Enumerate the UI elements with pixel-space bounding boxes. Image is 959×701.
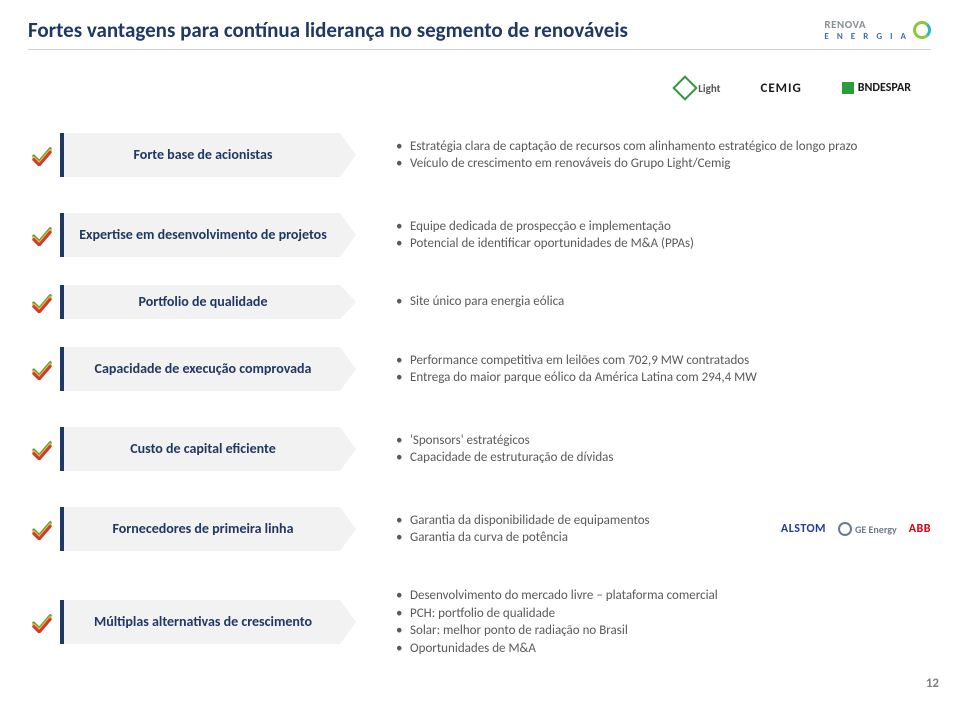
page-number: 12 bbox=[926, 676, 939, 691]
check-cell bbox=[28, 200, 56, 270]
ge-ring-icon bbox=[838, 522, 852, 536]
bullet-item: 'Sponsors' estratégicos bbox=[396, 432, 931, 450]
logo-bndes-label: BNDESPAR bbox=[858, 81, 911, 95]
bullet-list: Estratégia clara de captação de recursos… bbox=[396, 138, 931, 173]
desc-cell: Garantia da disponibilidade de equipamen… bbox=[360, 494, 931, 564]
bullet-list: Performance competitiva em leilões com 7… bbox=[396, 352, 931, 387]
check-cell bbox=[28, 414, 56, 484]
tag-label: Forte base de acionistas bbox=[60, 133, 340, 177]
bullet-list: 'Sponsors' estratégicosCapacidade de est… bbox=[396, 432, 931, 467]
tag-cell: Custo de capital eficiente bbox=[60, 414, 360, 484]
bullet-item: Performance competitiva em leilões com 7… bbox=[396, 352, 931, 370]
tag-label: Portfolio de qualidade bbox=[60, 285, 340, 319]
check-cell bbox=[28, 120, 56, 190]
bullet-item: Veículo de crescimento em renováveis do … bbox=[396, 155, 931, 173]
checkmark-icon bbox=[31, 438, 53, 460]
tag-label: Custo de capital eficiente bbox=[60, 427, 340, 471]
bullet-item: Solar: melhor ponto de radiação no Brasi… bbox=[396, 622, 931, 640]
check-cell bbox=[28, 574, 56, 670]
checkmark-icon bbox=[31, 358, 53, 380]
advantage-row: Múltiplas alternativas de crescimento Des… bbox=[28, 574, 931, 670]
tag-cell: Múltiplas alternativas de crescimento bbox=[60, 574, 360, 670]
desc-cell: Performance competitiva em leilões com 7… bbox=[360, 334, 931, 404]
tag-cell: Expertise em desenvolvimento de projetos bbox=[60, 200, 360, 270]
logo-light: Light bbox=[676, 79, 720, 97]
logo-abb: ABB bbox=[909, 522, 931, 536]
check-cell bbox=[28, 494, 56, 564]
tag-label: Capacidade de execução comprovada bbox=[60, 347, 340, 391]
tag-cell: Fornecedores de primeira linha bbox=[60, 494, 360, 564]
checkmark-icon bbox=[31, 224, 53, 246]
advantage-row: Fornecedores de primeira linha Garantia d… bbox=[28, 494, 931, 564]
logo-light-label: Light bbox=[698, 82, 720, 95]
desc-cell: Desenvolvimento do mercado livre – plata… bbox=[360, 574, 931, 670]
logo-ge: GE Energy bbox=[838, 522, 897, 536]
check-cell bbox=[28, 280, 56, 324]
check-cell bbox=[28, 334, 56, 404]
bullet-item: Equipe dedicada de prospecção e implemen… bbox=[396, 218, 931, 236]
bullet-list: Site único para energia eólica bbox=[396, 293, 931, 311]
logo-cemig: CEMIG bbox=[760, 81, 801, 96]
bullet-item: Capacidade de estruturação de dívidas bbox=[396, 449, 931, 467]
desc-cell: Equipe dedicada de prospecção e implemen… bbox=[360, 200, 931, 270]
advantage-row: Expertise em desenvolvimento de projetos… bbox=[28, 200, 931, 270]
advantage-row: Forte base de acionistas Estratégia clara… bbox=[28, 120, 931, 190]
logo-bndes: BNDESPAR bbox=[842, 81, 911, 95]
tag-label: Expertise em desenvolvimento de projetos bbox=[60, 213, 340, 257]
brand-sub: E N E R G I A bbox=[824, 31, 909, 42]
bullet-item: Desenvolvimento do mercado livre – plata… bbox=[396, 587, 931, 605]
logo-alstom: ALSTOM bbox=[781, 522, 826, 536]
brand-name: RENOVA bbox=[824, 18, 866, 31]
checkmark-icon bbox=[31, 518, 53, 540]
tag-cell: Capacidade de execução comprovada bbox=[60, 334, 360, 404]
slide: Fortes vantagens para contínua liderança… bbox=[0, 0, 959, 701]
desc-cell: 'Sponsors' estratégicosCapacidade de est… bbox=[360, 414, 931, 484]
bullet-item: Site único para energia eólica bbox=[396, 293, 931, 311]
brand-logo: RENOVA E N E R G I A bbox=[824, 18, 931, 42]
checkmark-icon bbox=[31, 144, 53, 166]
light-diamond-icon bbox=[673, 75, 698, 100]
page-title: Fortes vantagens para contínua liderança… bbox=[28, 18, 628, 43]
bullet-item: Potencial de identificar oportunidades d… bbox=[396, 235, 931, 253]
desc-cell: Site único para energia eólica bbox=[360, 280, 931, 324]
checkmark-icon bbox=[31, 611, 53, 633]
rows-container: Forte base de acionistas Estratégia clara… bbox=[28, 120, 931, 680]
advantage-row: Custo de capital eficiente 'Sponsors' est… bbox=[28, 414, 931, 484]
bndes-square-icon bbox=[842, 82, 854, 94]
checkmark-icon bbox=[31, 291, 53, 313]
partner-logos: ALSTOM GE Energy ABB bbox=[781, 522, 931, 536]
advantage-row: Capacidade de execução comprovada Perform… bbox=[28, 334, 931, 404]
tag-label: Múltiplas alternativas de crescimento bbox=[60, 600, 340, 644]
bullet-item: Entrega do maior parque eólico da Améric… bbox=[396, 369, 931, 387]
advantage-row: Portfolio de qualidade Site único para en… bbox=[28, 280, 931, 324]
shareholder-logos: Light CEMIG BNDESPAR bbox=[28, 68, 931, 108]
bullet-list: Desenvolvimento do mercado livre – plata… bbox=[396, 587, 931, 657]
brand-ring-icon bbox=[913, 21, 931, 39]
bullet-item: Oportunidades de M&A bbox=[396, 640, 931, 658]
bullet-item: Estratégia clara de captação de recursos… bbox=[396, 138, 931, 156]
bullet-item: PCH: portfolio de qualidade bbox=[396, 605, 931, 623]
bullet-list: Equipe dedicada de prospecção e implemen… bbox=[396, 218, 931, 253]
desc-cell: Estratégia clara de captação de recursos… bbox=[360, 120, 931, 190]
header: Fortes vantagens para contínua liderança… bbox=[28, 18, 931, 50]
tag-label: Fornecedores de primeira linha bbox=[60, 507, 340, 551]
tag-cell: Forte base de acionistas bbox=[60, 120, 360, 190]
tag-cell: Portfolio de qualidade bbox=[60, 280, 360, 324]
